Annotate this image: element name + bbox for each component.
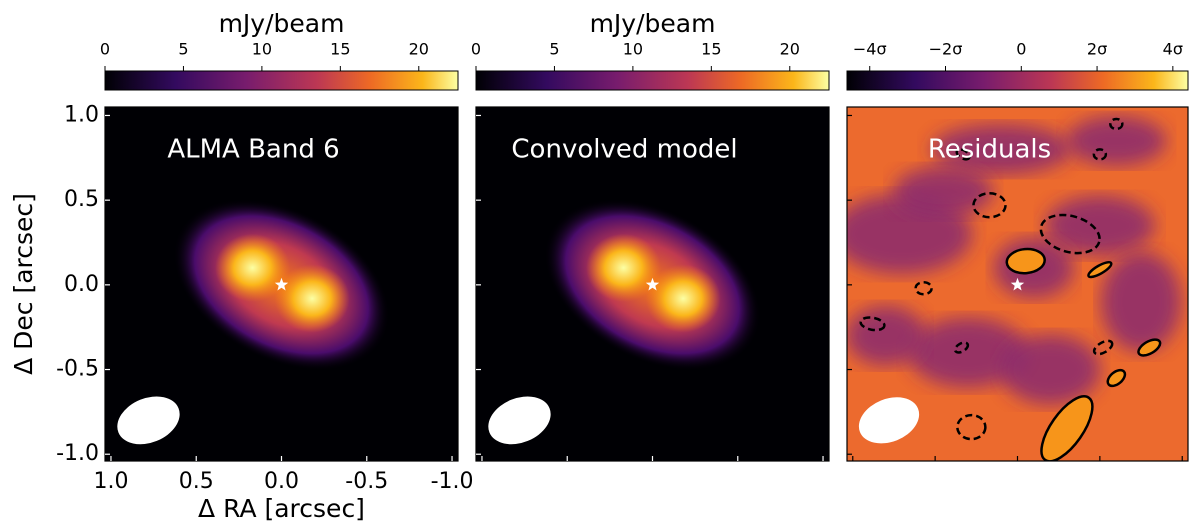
panel-label: Convolved model — [511, 135, 737, 165]
colorbar-tick-label: −2σ — [929, 40, 963, 59]
colorbar-label: mJy/beam — [219, 9, 345, 38]
positive-contour — [1087, 260, 1113, 279]
y-axis-label: Δ Dec [arcsec] — [9, 193, 38, 375]
residual-blob — [931, 124, 1072, 175]
negative-contour — [955, 148, 971, 161]
disk-lobe — [274, 264, 350, 333]
y-tick-label: -1.0 — [56, 441, 99, 466]
y-tick-label: -0.5 — [56, 357, 99, 382]
colorbar — [846, 70, 1189, 91]
positive-contour — [1106, 368, 1127, 388]
colorbar-tick-label: 10 — [623, 40, 643, 59]
star — [274, 277, 289, 291]
colorbar-tick-label: 5 — [549, 40, 559, 59]
y-tick-label: 0.5 — [64, 187, 99, 212]
negative-contour — [953, 341, 970, 354]
colorbar — [475, 70, 830, 91]
disk-lobe — [585, 233, 662, 302]
panel-label: Residuals — [928, 135, 1051, 165]
x-tick-label: 0.0 — [264, 469, 299, 494]
negative-contour — [956, 413, 987, 441]
colorbar-tick-label: 4σ — [1163, 40, 1183, 59]
beam — [117, 396, 180, 445]
x-axis-label: Δ RA [arcsec] — [198, 494, 365, 523]
negative-contour — [1109, 117, 1124, 131]
residual-blob — [893, 166, 994, 217]
disk-lobe — [645, 264, 721, 333]
x-tick-label: -1.0 — [431, 469, 474, 494]
star — [645, 277, 660, 291]
colorbar-tick-label: 10 — [252, 40, 272, 59]
star — [1010, 277, 1025, 291]
residual-blob — [1000, 334, 1101, 405]
colorbar-tick-label: 20 — [780, 40, 800, 59]
x-tick-label: 1.0 — [93, 469, 128, 494]
negative-contour — [859, 316, 886, 332]
positive-contour — [1005, 247, 1046, 275]
residual-blob — [908, 317, 1029, 388]
negative-contour — [1092, 148, 1108, 161]
beam — [858, 397, 920, 444]
colorbar — [104, 70, 459, 91]
colorbar-tick-label: 0 — [1016, 40, 1026, 59]
negative-contour — [914, 280, 933, 296]
x-tick-label: -0.5 — [345, 469, 388, 494]
residual-blob — [1101, 251, 1182, 352]
residual-blob — [1044, 195, 1155, 256]
negative-contour — [1092, 339, 1114, 356]
x-tick-label: 0.5 — [179, 469, 214, 494]
colorbar-tick-label: 20 — [409, 40, 429, 59]
panel-label: ALMA Band 6 — [167, 135, 339, 165]
disk-lobe — [214, 233, 291, 302]
colorbar-tick-label: 5 — [178, 40, 188, 59]
colorbar-tick-label: 15 — [701, 40, 721, 59]
y-tick-label: 0.0 — [64, 272, 99, 297]
image — [476, 107, 829, 461]
colorbar-tick-label: −4σ — [853, 40, 887, 59]
negative-contour — [1039, 213, 1101, 255]
image — [105, 107, 458, 461]
image — [847, 107, 1188, 461]
colorbar-label: mJy/beam — [590, 9, 716, 38]
residual-blob — [847, 305, 926, 366]
residual-blob — [1066, 115, 1167, 166]
colorbar-tick-label: 0 — [100, 40, 110, 59]
negative-contour — [972, 191, 1007, 219]
colorbar-tick-label: 2σ — [1087, 40, 1107, 59]
positive-contour — [1137, 338, 1162, 357]
positive-contour — [1040, 395, 1094, 461]
colorbar-tick-label: 15 — [330, 40, 350, 59]
y-tick-label: 1.0 — [64, 102, 99, 127]
colorbar-tick-label: 0 — [471, 40, 481, 59]
beam — [488, 396, 551, 445]
